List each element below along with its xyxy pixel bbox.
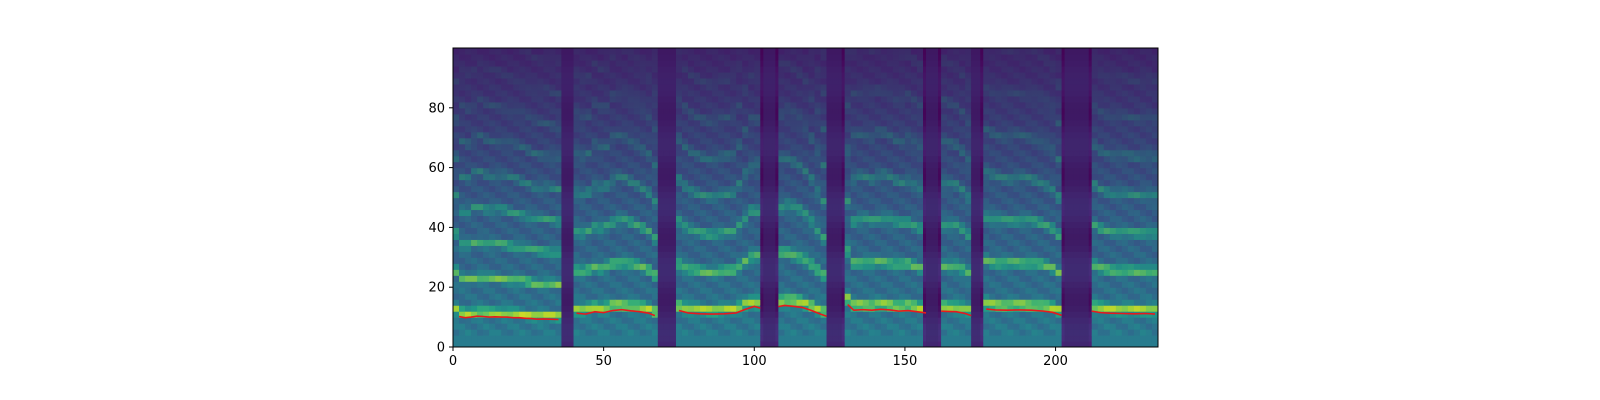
- plot-area: [453, 48, 1158, 347]
